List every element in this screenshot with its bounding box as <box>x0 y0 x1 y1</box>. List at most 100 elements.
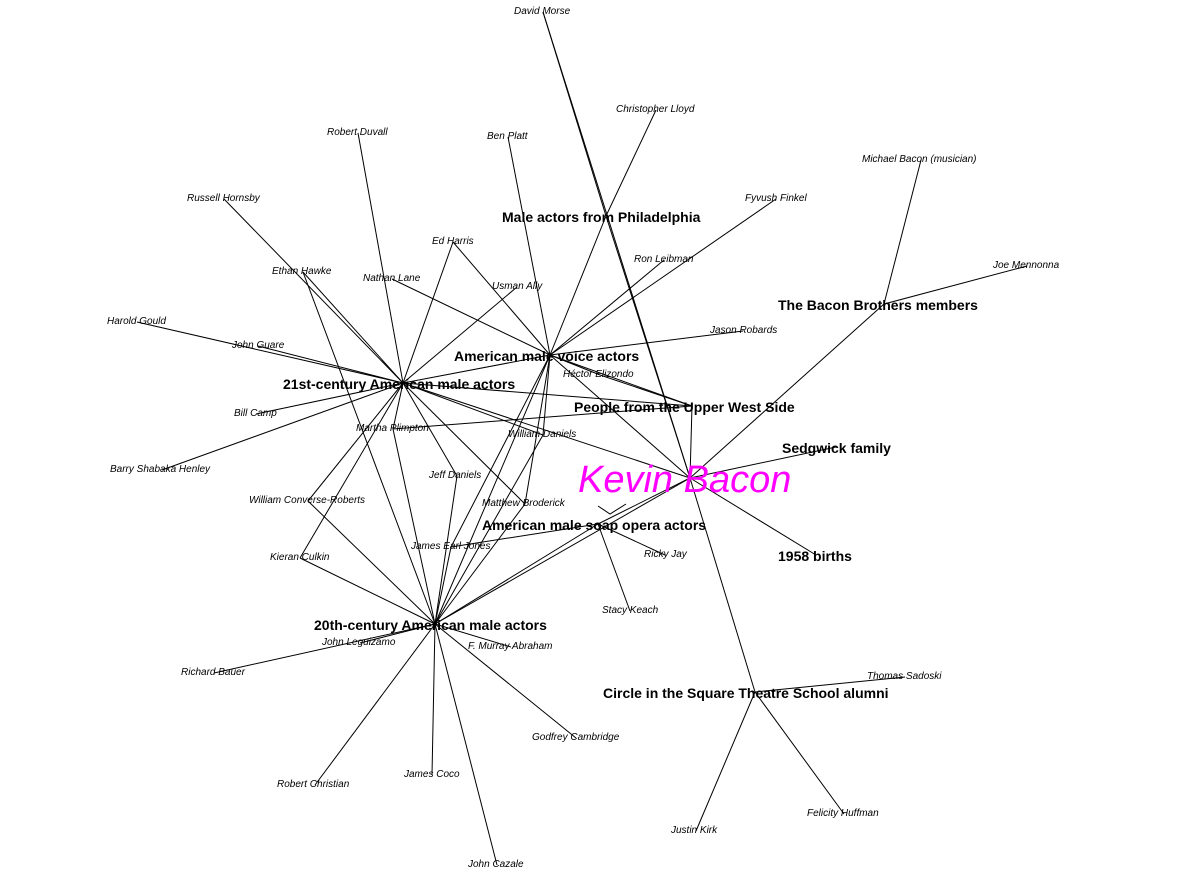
person-node-james-earl-jones: James Earl Jones <box>410 541 490 552</box>
edge-kieran-culkin-to-c21 <box>299 382 404 559</box>
edge-matthew-broderick-to-c21 <box>402 382 526 505</box>
edge-layer <box>136 11 1028 866</box>
edge-ricky-jay-to-soap <box>597 523 666 556</box>
person-node-martha-plimpton: Martha Plimpton <box>356 423 429 434</box>
edge-c21-to-kevin <box>402 382 691 479</box>
edge-jeff-daniels-to-c21 <box>402 382 458 477</box>
category-node-soap: American male soap opera actors <box>482 517 706 533</box>
edge-kieran-culkin-to-c20 <box>299 557 436 625</box>
person-node-bill-camp: Bill Camp <box>234 408 277 419</box>
person-node-stacy-keach: Stacy Keach <box>602 605 659 616</box>
edge-bill-camp-to-c21 <box>255 382 404 415</box>
edge-ed-harris-to-c21 <box>402 241 454 384</box>
person-node-david-morse: David Morse <box>514 6 571 17</box>
category-node-c20: 20th-century American male actors <box>314 617 547 633</box>
edge-john-cazale-to-c20 <box>434 623 498 866</box>
person-node-ethan-hawke: Ethan Hawke <box>272 266 332 277</box>
person-node-michael-bacon: Michael Bacon (musician) <box>862 154 977 165</box>
person-node-ron-leibman: Ron Leibman <box>634 254 694 265</box>
edge-martha-plimpton-to-c20 <box>392 428 436 625</box>
person-node-fyvush-finkel: Fyvush Finkel <box>745 193 807 204</box>
edge-male-philly-to-kevin <box>605 215 691 479</box>
edge-thomas-sadoski-to-circle <box>754 676 906 693</box>
person-node-nathan-lane: Nathan Lane <box>363 273 421 284</box>
person-node-ricky-jay: Ricky Jay <box>644 549 688 560</box>
person-node-justin-kirk: Justin Kirk <box>670 825 718 836</box>
edge-voice-to-uws <box>549 354 693 407</box>
person-node-jeff-daniels: Jeff Daniels <box>428 470 481 481</box>
edge-godfrey-cambridge-to-c20 <box>434 623 577 739</box>
edge-william-daniels-to-c20 <box>434 434 544 625</box>
edge-james-earl-jones-to-soap <box>450 523 599 548</box>
category-node-bacon-bros: The Bacon Brothers members <box>778 297 978 313</box>
edge-william-daniels-to-voice <box>542 354 551 436</box>
edge-martha-plimpton-to-c21 <box>392 382 404 430</box>
edge-michael-bacon-to-bacon-bros <box>883 159 922 305</box>
category-node-uws: People from the Upper West Side <box>574 399 795 415</box>
person-node-usman-ally: Usman Ally <box>492 281 543 292</box>
edge-william-cr-to-c21 <box>307 382 404 502</box>
edge-john-guare-to-c21 <box>257 345 404 384</box>
edge-f-murray-to-c20 <box>434 623 512 648</box>
category-node-births1958: 1958 births <box>778 548 852 564</box>
edge-robert-duvall-to-c21 <box>357 132 404 384</box>
category-node-voice: American male voice actors <box>454 348 639 364</box>
person-node-hector-elizondo: Héctor Elizondo <box>563 369 634 380</box>
edge-james-earl-jones-to-c20 <box>434 546 452 625</box>
edge-ron-leibman-to-voice <box>549 259 665 356</box>
person-node-harold-gould: Harold Gould <box>107 316 166 327</box>
edge-robert-christian-to-c20 <box>314 623 436 786</box>
person-node-jason-robards: Jason Robards <box>709 325 777 336</box>
person-node-russell-hornsby: Russell Hornsby <box>187 193 261 204</box>
edge-nathan-lane-to-voice <box>391 278 551 356</box>
edge-sedgwick-to-kevin <box>689 446 837 479</box>
edge-russell-hornsby-to-c21 <box>223 198 404 384</box>
edge-births1958-to-kevin <box>689 477 817 556</box>
person-node-felicity-huffman: Felicity Huffman <box>807 808 879 819</box>
person-node-godfrey-cambridge: Godfrey Cambridge <box>532 732 620 743</box>
edge-bacon-bros-to-kevin <box>689 303 885 479</box>
edge-richard-bauer-to-c20 <box>213 623 436 674</box>
edge-barry-henley-to-c21 <box>161 382 404 471</box>
edge-soap-to-c20 <box>434 523 599 625</box>
edge-joe-mennonna-to-bacon-bros <box>883 265 1028 305</box>
person-node-james-coco: James Coco <box>403 769 460 780</box>
edge-harold-gould-to-c21 <box>136 321 404 384</box>
edge-circle-to-kevin <box>689 477 756 693</box>
edge-ed-harris-to-voice <box>452 241 551 356</box>
person-node-john-cazale: John Cazale <box>467 859 524 870</box>
category-node-circle: Circle in the Square Theatre School alum… <box>603 685 889 701</box>
person-node-matthew-broderick: Matthew Broderick <box>482 498 566 509</box>
person-node-william-cr: William Converse-Roberts <box>249 495 365 506</box>
edge-stacy-keach-to-soap <box>597 523 631 612</box>
edge-jeff-daniels-to-c20 <box>434 475 458 625</box>
person-node-barry-henley: Barry Shabaka Henley <box>110 464 211 475</box>
person-node-f-murray: F. Murray Abraham <box>468 641 552 652</box>
edge-james-earl-jones-to-voice <box>450 354 551 548</box>
person-node-joe-mennonna: Joe Mennonna <box>992 260 1060 271</box>
edge-uws-to-kevin <box>689 405 693 479</box>
category-node-male-philly: Male actors from Philadelphia <box>502 209 701 225</box>
edge-c20-to-kevin <box>434 477 691 625</box>
edge-matthew-broderick-to-c20 <box>434 503 526 625</box>
center-node-kevin: Kevin Bacon <box>578 459 791 501</box>
edge-william-cr-to-c20 <box>307 500 436 625</box>
person-node-john-leguizamo: John Leguizamo <box>321 637 396 648</box>
person-node-john-guare: John Guare <box>231 340 285 351</box>
person-node-richard-bauer: Richard Bauer <box>181 667 246 678</box>
person-node-robert-christian: Robert Christian <box>277 779 350 790</box>
edge-voice-to-c21 <box>402 354 551 384</box>
edge-voice-to-kevin <box>549 354 691 479</box>
edge-martha-plimpton-to-uws <box>392 405 693 430</box>
edge-ethan-hawke-to-c21 <box>302 271 404 384</box>
edge-kevin-connector <box>597 503 627 515</box>
person-node-ed-harris: Ed Harris <box>432 236 474 247</box>
edge-soap-to-kevin <box>597 477 691 525</box>
edge-ethan-hawke-to-c20 <box>302 271 436 625</box>
edge-james-coco-to-c20 <box>431 623 436 776</box>
edge-male-philly-to-voice <box>549 215 607 356</box>
edge-usman-ally-to-c21 <box>402 286 518 384</box>
person-node-kieran-culkin: Kieran Culkin <box>270 552 330 563</box>
category-node-sedgwick: Sedgwick family <box>782 440 891 456</box>
